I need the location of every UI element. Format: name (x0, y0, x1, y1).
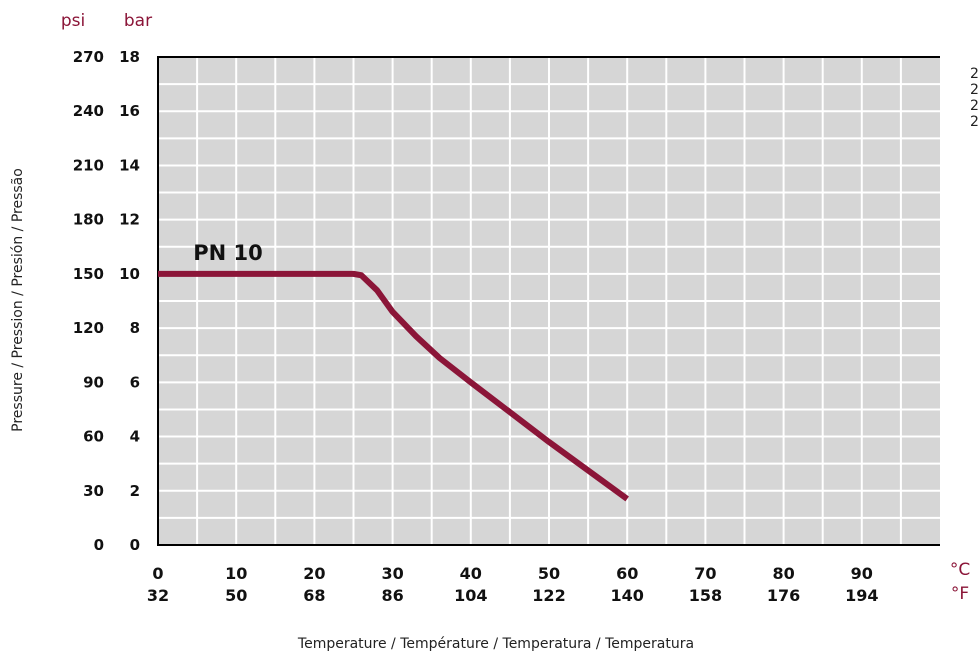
y-unit-psi: psi (61, 11, 85, 31)
y-tick-label-bar: 6 (130, 373, 140, 391)
side-note-line: 2 (970, 98, 978, 114)
grid-lines (158, 57, 940, 545)
x-tick-label-fahrenheit: 140 (610, 586, 643, 605)
y-tick-label-psi: 150 (73, 265, 104, 283)
x-tick-label-celsius: 20 (303, 564, 325, 583)
y-axis-title: Pressure / Pression / Presión / Pressão (10, 168, 26, 432)
x-tick-label-celsius: 10 (225, 564, 247, 583)
x-tick-label-celsius: 50 (538, 564, 560, 583)
y-tick-label-bar: 10 (119, 265, 140, 283)
axes (157, 56, 940, 546)
series-line (158, 270, 629, 502)
x-axis-title: Temperature / Température / Temperatura … (297, 636, 694, 652)
x-tick-label-fahrenheit: 194 (845, 586, 878, 605)
y-tick-label-bar: 4 (130, 428, 140, 446)
x-tick-label-fahrenheit: 86 (381, 586, 403, 605)
side-note-line: 2 (970, 82, 978, 98)
y-tick-label-bar: 8 (130, 319, 140, 337)
x-tick-label-celsius: 0 (152, 564, 163, 583)
x-tick-label-fahrenheit: 50 (225, 586, 247, 605)
y-tick-label-psi: 240 (73, 102, 104, 120)
y-unit-bar: bar (124, 11, 152, 31)
y-tick-label-bar: 14 (119, 156, 140, 174)
y-tick-label-bar: 16 (119, 102, 140, 120)
y-tick-label-psi: 210 (73, 156, 104, 174)
x-unit-celsius: °C (950, 560, 970, 580)
x-unit-fahrenheit: °F (951, 584, 969, 604)
y-tick-label-bar: 0 (130, 536, 140, 554)
y-tick-label-bar: 18 (119, 48, 140, 66)
y-tick-label-psi: 30 (83, 482, 104, 500)
x-tick-label-fahrenheit: 68 (303, 586, 325, 605)
y-tick-label-psi: 180 (73, 211, 104, 229)
x-tick-labels: 0 32 10 50 20 68 30 86 40 104 50 122 60 140 70 158 80 176… (147, 564, 879, 605)
x-tick-label-fahrenheit: 104 (454, 586, 487, 605)
x-tick-label-celsius: 90 (851, 564, 873, 583)
y-tick-label-psi: 270 (73, 48, 104, 66)
y-tick-labels: 0 0 30 2 60 4 90 6 120 8 150 10 180 12 210 14 240 16 270 18 (73, 48, 140, 554)
x-tick-label-celsius: 70 (694, 564, 716, 583)
y-tick-label-bar: 12 (119, 211, 140, 229)
x-tick-label-celsius: 80 (772, 564, 794, 583)
y-tick-label-bar: 2 (130, 482, 140, 500)
series-label: PN 10 (193, 241, 263, 265)
side-note-line: 2 (970, 114, 978, 130)
side-note-line: 2 (970, 66, 978, 82)
x-tick-label-celsius: 30 (381, 564, 403, 583)
x-tick-label-celsius: 40 (460, 564, 482, 583)
x-tick-label-fahrenheit: 176 (767, 586, 800, 605)
x-tick-label-fahrenheit: 122 (532, 586, 565, 605)
y-tick-label-psi: 60 (83, 428, 104, 446)
y-tick-label-psi: 0 (94, 536, 104, 554)
y-tick-label-psi: 120 (73, 319, 104, 337)
x-tick-label-fahrenheit: 32 (147, 586, 169, 605)
x-tick-label-fahrenheit: 158 (689, 586, 722, 605)
x-tick-label-celsius: 60 (616, 564, 638, 583)
y-tick-label-psi: 90 (83, 373, 104, 391)
series-layer: PN 10 (158, 241, 629, 502)
